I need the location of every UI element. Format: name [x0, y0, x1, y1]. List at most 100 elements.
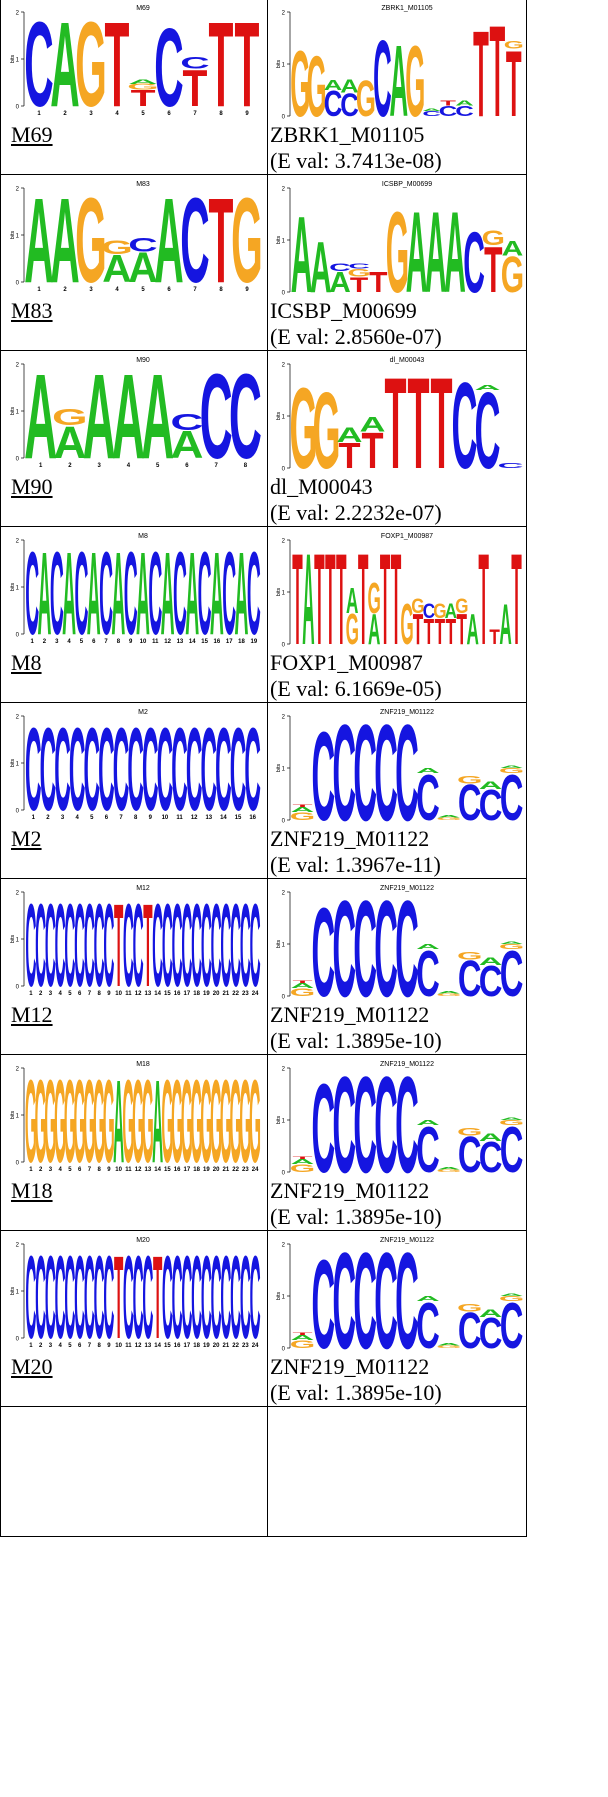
y-tick-label: 2 — [282, 715, 286, 721]
y-tick-label: 1 — [282, 239, 286, 245]
logo-letter-g: G — [501, 246, 524, 296]
matched-motif-name: FOXP1_M00987 — [270, 650, 423, 675]
motif-link[interactable]: M2 — [11, 826, 42, 851]
logo-letter-a: A — [329, 267, 351, 296]
logo-letter-g: G — [210, 1058, 222, 1176]
logo-letter-c: C — [374, 1058, 398, 1176]
logo-letter-c: C — [220, 882, 231, 1000]
position-number: 22 — [232, 1167, 239, 1173]
bits-axis-label: bits — [276, 411, 282, 420]
logo-letter-a: A — [455, 99, 474, 107]
logo-letter-t: T — [292, 804, 312, 808]
position-number: 7 — [193, 287, 197, 293]
position-number: 24 — [252, 991, 259, 997]
logo-letter-c: C — [35, 882, 46, 1000]
logo-letter-a: A — [154, 178, 183, 296]
logo-letter-g: G — [101, 236, 133, 258]
logo-letter-c: C — [329, 262, 351, 274]
logo-title: ZNF219_M01122 — [380, 709, 434, 716]
logo-letter-t: T — [506, 31, 522, 120]
query-motif-cell: M18 0 1 2 bits G 1 G 2 G 3 G 4 G 5 G 6 G 7 G 8 G 9 A 10 G 11 G 12 G 13… — [0, 1054, 268, 1231]
logo-letter-a: A — [170, 423, 203, 467]
matched-motif-cell: ZNF219_M01122 0 1 2 bits G A T C C C C C C A G A C G C A C G A Z… — [267, 1230, 527, 1407]
motif-link[interactable]: M20 — [11, 1354, 53, 1379]
logo-letter-a: A — [444, 188, 466, 296]
position-number: 3 — [49, 1167, 53, 1173]
logo-letter-a: A — [291, 806, 315, 814]
logo-letter-g: G — [307, 37, 327, 120]
logo-letter-c: C — [332, 882, 356, 1000]
y-tick-label: 2 — [16, 363, 20, 369]
motif-link[interactable]: M12 — [11, 1002, 53, 1027]
query-motif-cell: M20 0 1 2 bits C 1 C 2 C 3 C 4 C 5 C 6 C 7 C 8 C 9 T 10 C 11 C 12 C 13… — [0, 1230, 268, 1407]
logo-letter-t: T — [325, 530, 335, 648]
logo-letter-c: C — [127, 706, 144, 824]
e-value: (E val: 1.3967e-11) — [270, 852, 441, 877]
logo-letter-g: G — [290, 1163, 315, 1175]
logo-letter-c: C — [64, 882, 75, 1000]
position-number: 11 — [176, 815, 183, 821]
logo-letter-a: A — [161, 530, 175, 648]
logo-letter-t: T — [114, 882, 123, 1000]
y-tick-label: 0 — [16, 1337, 20, 1343]
position-number: 12 — [191, 815, 198, 821]
logo-letter-c: C — [395, 882, 419, 1000]
motif-link[interactable]: M69 — [11, 122, 53, 147]
position-number: 16 — [174, 1167, 181, 1173]
position-number: 4 — [58, 1167, 62, 1173]
position-number: 24 — [252, 1167, 259, 1173]
bits-axis-label: bits — [10, 54, 16, 63]
logo-letter-g: G — [231, 178, 262, 296]
bits-axis-label: bits — [10, 758, 16, 767]
position-number: 9 — [245, 287, 249, 293]
logo-letter-t: T — [435, 611, 445, 648]
logo-letter-c: C — [25, 530, 39, 648]
table-body: M69 0 1 2 bits C 1 A 2 G 3 T 4 T G A 5 C 6 T C 7 T 8 T 9 M69 ZBRK1_… — [0, 0, 527, 1537]
motif-link[interactable]: M83 — [11, 298, 53, 323]
position-number: 5 — [156, 463, 160, 469]
logo-letter-a: A — [389, 24, 408, 120]
logo-letter-c: C — [500, 761, 524, 824]
logo-letter-t: T — [511, 530, 521, 648]
position-number: 3 — [49, 1343, 53, 1349]
position-number: 7 — [214, 463, 218, 469]
logo-title: M83 — [136, 181, 150, 188]
position-number: 9 — [245, 111, 249, 117]
query-motif-cell: M90 0 1 2 bits A 1 A G 2 A 3 A 4 A 5 A C 6 C 7 C 8 M90 — [0, 350, 268, 527]
logo-letter-c: C — [332, 1234, 356, 1352]
logo-letter-a: A — [185, 530, 199, 648]
logo-letter-c: C — [395, 1234, 419, 1352]
logo-letter-c: C — [222, 530, 236, 648]
logo-letter-c: C — [416, 937, 440, 1000]
y-tick-label: 1 — [16, 1114, 20, 1120]
logo-letter-c: C — [416, 1113, 440, 1176]
logo-letter-a: A — [141, 354, 174, 472]
position-number: 9 — [107, 1343, 111, 1349]
matched-motif-name: dl_M00043 — [270, 474, 373, 499]
logo-letter-a: A — [210, 530, 224, 648]
logo-letter-t: T — [153, 1234, 162, 1352]
logo-letter-g: G — [436, 1345, 461, 1349]
motif-link[interactable]: M90 — [11, 474, 53, 499]
position-number: 10 — [115, 991, 122, 997]
logo-letter-g: G — [436, 993, 461, 997]
logo-letter-c: C — [353, 882, 377, 1000]
y-tick-label: 2 — [282, 363, 286, 369]
y-tick-label: 2 — [16, 539, 20, 545]
y-tick-label: 1 — [282, 415, 286, 421]
logo-letter-c: C — [312, 1234, 336, 1352]
logo-letter-t: T — [350, 272, 368, 296]
y-tick-label: 2 — [16, 11, 20, 17]
y-tick-label: 2 — [282, 1067, 286, 1073]
motif-link[interactable]: M18 — [11, 1178, 53, 1203]
logo-letter-g: G — [504, 39, 524, 51]
logo-letter-c: C — [458, 951, 482, 1000]
position-number: 19 — [250, 639, 257, 645]
y-tick-label: 2 — [16, 891, 20, 897]
logo-letter-a: A — [437, 1166, 461, 1170]
motif-link[interactable]: M8 — [11, 650, 42, 675]
